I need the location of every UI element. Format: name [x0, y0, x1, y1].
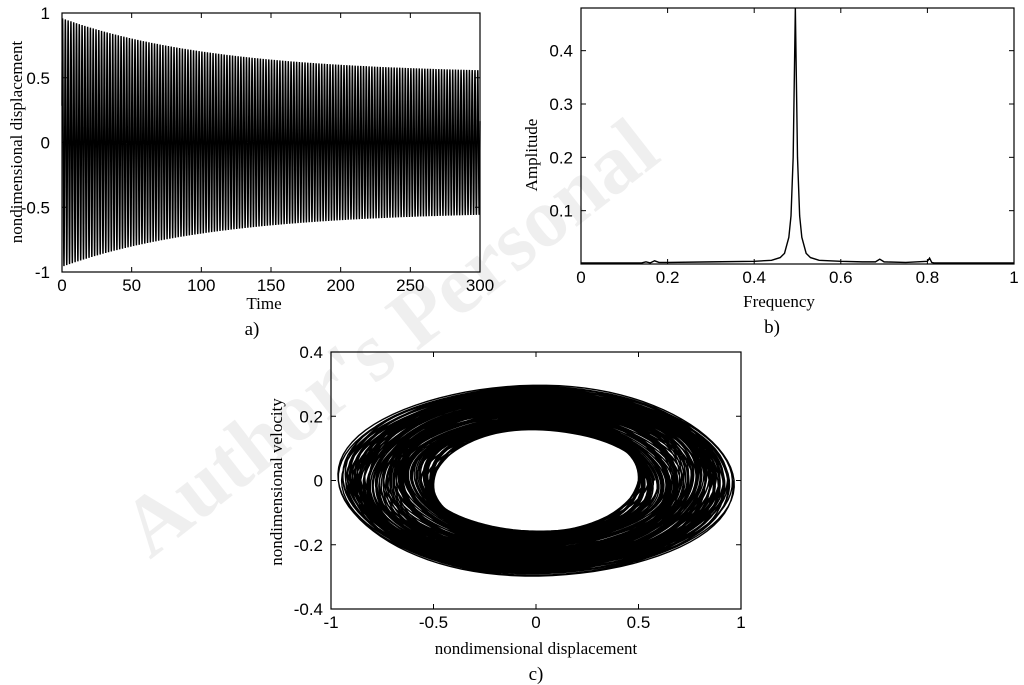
panel-c-trace-group — [337, 384, 735, 577]
panel-a-xtick-label: 100 — [187, 276, 215, 295]
panel-c-xtick-label: -1 — [323, 613, 338, 632]
panel-b-frame — [580, 7, 1015, 265]
panel-b-ytick-label: 0.1 — [549, 202, 573, 221]
panel-a-caption: a) — [245, 319, 260, 340]
panel-a-xlabel: Time — [246, 294, 281, 313]
panel-b-xtick-label: 1 — [1009, 268, 1018, 287]
panel-c-ytick-label: -0.4 — [294, 600, 323, 619]
panel-a-ytick-label: -0.5 — [21, 198, 50, 217]
panel-b-xtick-label: 0.4 — [742, 268, 766, 287]
panel-a-xtick-label: 50 — [122, 276, 141, 295]
panel-b-xtick-label: 0 — [576, 268, 585, 287]
panel-c-ytick-label: -0.2 — [294, 536, 323, 555]
panel-c-ticks: -1 -0.5 0 0.5 1 -0.4 -0.2 0 0.2 0.4 — [294, 343, 746, 632]
panel-a-ylabel: nondimensional displacement — [7, 40, 26, 243]
panel-c-ylabel: nondimensional velocity — [267, 398, 286, 566]
panel-b-ytick-label: 0.4 — [549, 42, 573, 61]
panel-a-xtick-label: 200 — [326, 276, 354, 295]
panel-a-ticks: 0 50 100 150 200 250 300 -1 -0.5 0 0.5 1 — [21, 4, 494, 295]
panel-c-ytick-label: 0.4 — [299, 343, 323, 362]
panel-b-series-line — [581, 7, 1014, 264]
panel-b-xlabel: Frequency — [743, 292, 815, 311]
panel-a-ytick-label: 0 — [41, 134, 50, 153]
panel-a-xtick-label: 0 — [57, 276, 66, 295]
panel-c: -1 -0.5 0 0.5 1 -0.4 -0.2 0 0.2 0.4 nondimensiona… — [267, 343, 746, 685]
panel-b-ticks: 0 0.2 0.4 0.6 0.8 1 0.1 0.2 0.3 0.4 — [549, 8, 1019, 287]
panel-c-xtick-label: 0 — [531, 613, 540, 632]
panel-c-caption: c) — [529, 664, 544, 685]
panel-c-xtick-label: -0.5 — [419, 613, 448, 632]
panel-c-xlabel: nondimensional displacement — [435, 639, 638, 658]
panel-b-xtick-label: 0.8 — [916, 268, 940, 287]
panel-b-trace-group — [581, 7, 1014, 264]
panel-b-xtick-label: 0.6 — [829, 268, 853, 287]
panel-c-series-line — [337, 384, 735, 577]
panel-a-trace-group — [61, 18, 481, 267]
panel-a-series-line — [61, 18, 481, 267]
panel-b-ylabel: Amplitude — [522, 119, 541, 192]
panel-a-xtick-label: 250 — [396, 276, 424, 295]
panel-a: 0 50 100 150 200 250 300 -1 -0.5 0 0.5 1 nondimensi… — [7, 4, 494, 340]
panel-c-ytick-label: 0 — [314, 472, 323, 491]
panel-b: 0 0.2 0.4 0.6 0.8 1 0.1 0.2 0.3 0.4 Amplitude Fre… — [522, 7, 1019, 338]
panel-a-ytick-label: 1 — [41, 4, 50, 23]
panel-b-xtick-label: 0.2 — [656, 268, 680, 287]
panel-b-ytick-label: 0.2 — [549, 148, 573, 167]
panel-b-ytick-label: 0.3 — [549, 95, 573, 114]
panel-a-xtick-label: 300 — [466, 276, 494, 295]
panel-a-xtick-label: 150 — [257, 276, 285, 295]
panel-c-xtick-label: 1 — [736, 613, 745, 632]
panel-c-xtick-label: 0.5 — [627, 613, 651, 632]
panel-c-ytick-label: 0.2 — [299, 407, 323, 426]
panel-a-ytick-label: 0.5 — [26, 69, 50, 88]
panel-a-ytick-label: -1 — [35, 263, 50, 282]
panel-b-caption: b) — [764, 317, 780, 338]
